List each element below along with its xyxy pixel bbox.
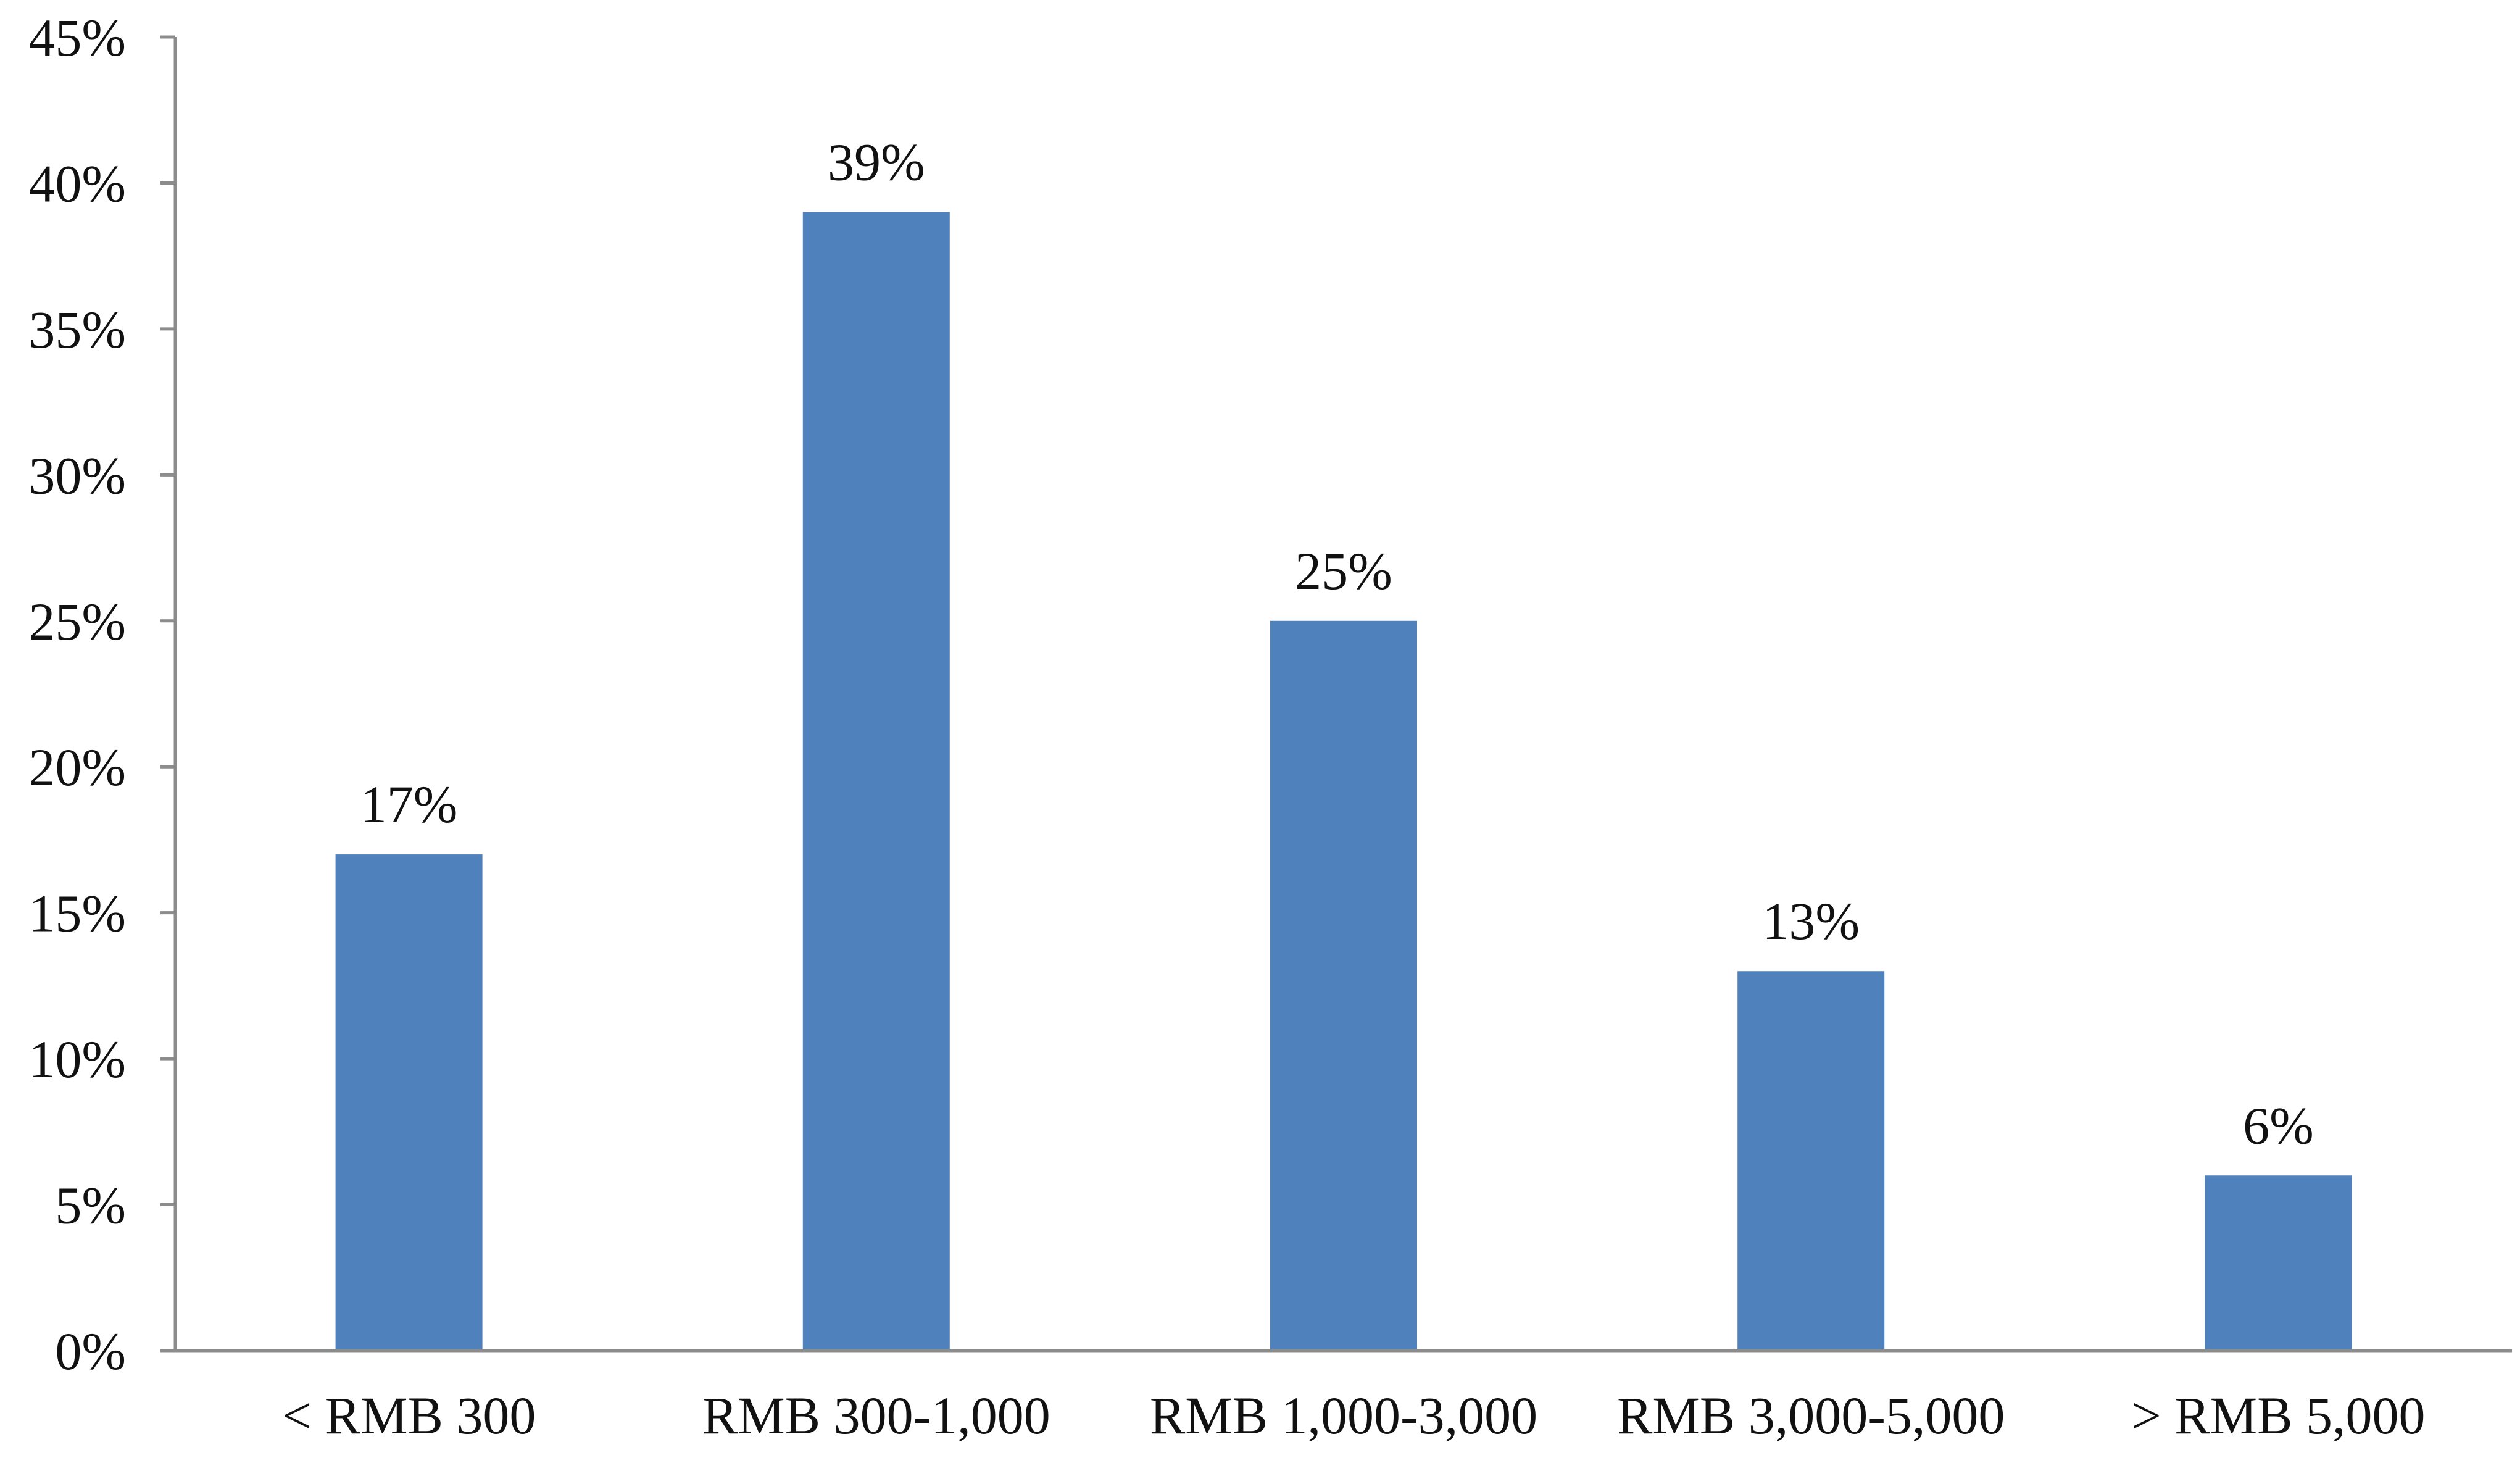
bars	[335, 212, 2352, 1351]
x-category-label: RMB 3,000-5,000	[1617, 1386, 2005, 1445]
y-tick-label: 0%	[55, 1322, 126, 1381]
y-tick-label: 35%	[28, 300, 126, 359]
bar-value-label: 6%	[2243, 1096, 2314, 1155]
x-category-label: RMB 300-1,000	[702, 1386, 1050, 1445]
y-tick-label: 25%	[28, 592, 126, 651]
bar	[802, 212, 950, 1351]
data-labels: 17% 39% 25% 13% 6%	[360, 133, 2314, 1156]
x-category-label: RMB 1,000-3,000	[1150, 1386, 1537, 1445]
bar	[2205, 1175, 2352, 1351]
y-tick-label: 10%	[28, 1030, 126, 1089]
bar	[335, 854, 483, 1351]
bar-value-label: 13%	[1762, 891, 1860, 951]
y-tick-label: 20%	[28, 738, 126, 797]
bar-value-label: 39%	[828, 133, 925, 192]
x-axis-labels: < RMB 300 RMB 300-1,000 RMB 1,000-3,000 RMB…	[282, 1386, 2426, 1445]
x-category-label: > RMB 5,000	[2131, 1386, 2425, 1445]
y-tick-label: 40%	[28, 154, 126, 213]
bar-value-label: 17%	[360, 775, 458, 834]
y-tick-label: 5%	[55, 1176, 126, 1235]
y-tick-label: 15%	[28, 884, 126, 943]
y-axis-ticks: 0% 5% 10% 15% 20% 25% 30% 35% 40% 45%	[28, 8, 175, 1381]
bar-value-label: 25%	[1295, 541, 1392, 601]
bar	[1270, 620, 1417, 1351]
x-category-label: < RMB 300	[282, 1386, 536, 1445]
y-tick-label: 45%	[28, 8, 126, 67]
y-tick-label: 30%	[28, 446, 126, 505]
bar	[1737, 971, 1885, 1351]
